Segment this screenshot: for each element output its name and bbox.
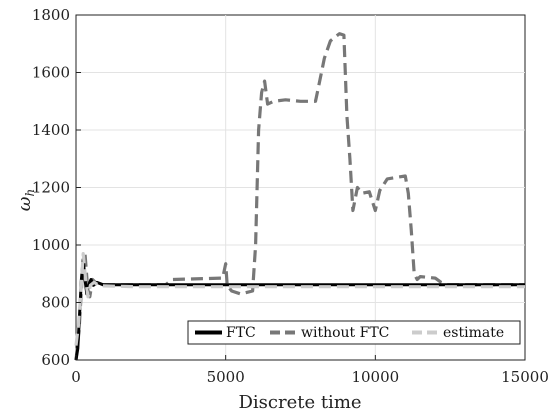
x-tick-label: 15000 <box>501 368 549 386</box>
y-tick-label: 1400 <box>32 121 70 139</box>
series-line-estimate <box>74 252 525 346</box>
y-tick-label: 800 <box>41 294 70 312</box>
legend-label: FTC <box>226 325 256 341</box>
gridlines <box>76 15 525 360</box>
y-tick-label: 1000 <box>32 236 70 254</box>
legend-label: estimate <box>443 325 504 341</box>
y-axis-label: ωh <box>14 189 37 211</box>
y-tick-label: 1200 <box>32 179 70 197</box>
series-group <box>74 32 525 361</box>
ticks-group: 0 5000 10000 15000 600 800 1000 1200 1400 1600 180… <box>32 6 549 386</box>
legend: FTC without FTC estimate <box>187 320 521 345</box>
y-tick-label: 600 <box>41 351 70 369</box>
x-tick-label: 5000 <box>207 368 245 386</box>
legend-label: without FTC <box>301 325 389 341</box>
y-tick-label: 1800 <box>32 6 70 24</box>
x-tick-label: 0 <box>71 368 81 386</box>
series-line-ftc <box>74 257 525 361</box>
legend-box <box>187 320 521 345</box>
y-axis-label-main: ω <box>14 196 35 211</box>
x-tick-label: 10000 <box>351 368 399 386</box>
y-axis-label-sub: h <box>23 189 37 197</box>
x-axis-label: Discrete time <box>238 392 361 413</box>
y-tick-label: 1600 <box>32 64 70 82</box>
